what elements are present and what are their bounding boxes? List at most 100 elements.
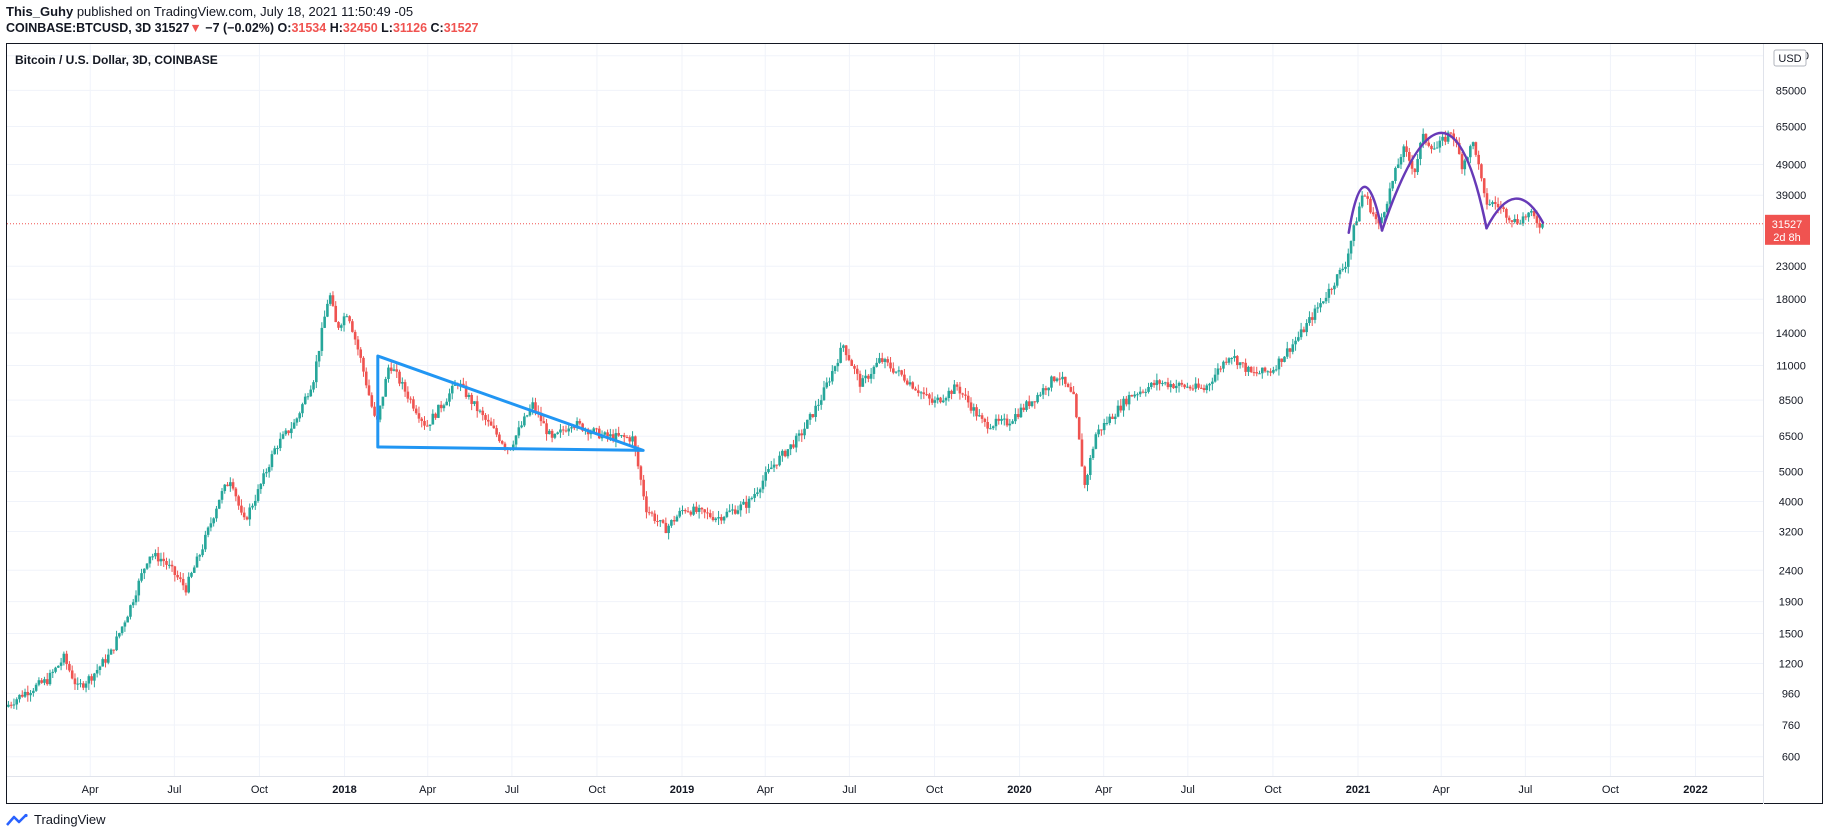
candle-body (1538, 223, 1541, 228)
candle (683, 508, 687, 514)
candle-body (894, 371, 898, 373)
candle-body (1241, 362, 1245, 364)
candle (1116, 400, 1120, 418)
candle (1113, 413, 1117, 425)
candle (747, 496, 751, 514)
candle-body (1066, 383, 1070, 388)
candle-body (1055, 378, 1059, 382)
currency-badge[interactable]: USD (1773, 49, 1807, 67)
candle-body (922, 392, 926, 395)
candle-body (1308, 317, 1311, 324)
candle (1335, 273, 1339, 288)
candle (328, 292, 332, 306)
high-label: H: (329, 21, 343, 35)
candle (731, 503, 734, 515)
candle (118, 632, 121, 639)
candle (287, 430, 290, 436)
candle-body (819, 400, 823, 405)
candle-body (406, 391, 410, 399)
price-chart[interactable]: 600 760 960 1200 1500 1900 2400 3200 4000 5000 650… (0, 0, 1828, 810)
candle-body (487, 419, 490, 422)
candle-body (1219, 368, 1222, 370)
price-tick-label: 1500 (1779, 628, 1803, 640)
price-tick-label: 18000 (1776, 294, 1807, 306)
candle (819, 394, 823, 410)
candle-body (1294, 340, 1297, 345)
close-label: C: (430, 21, 444, 35)
candle (625, 434, 629, 439)
candle (681, 505, 684, 515)
candle (714, 517, 718, 523)
footer-brand[interactable]: TradingView (34, 812, 106, 827)
candle-body (1172, 384, 1175, 389)
candle (301, 402, 304, 418)
candle (1002, 413, 1006, 426)
candle (495, 425, 498, 438)
candle (978, 409, 981, 417)
candle (306, 392, 310, 400)
candle-body (1122, 398, 1125, 411)
candle-body (179, 577, 182, 579)
candle (933, 396, 937, 408)
candle (828, 377, 831, 387)
candle (373, 401, 376, 418)
candle-body (567, 428, 571, 432)
candle (226, 482, 229, 487)
candle (700, 507, 704, 515)
candle (176, 570, 179, 580)
candle (159, 552, 163, 566)
candle (570, 425, 573, 433)
candle (101, 657, 105, 667)
candle (1102, 418, 1106, 435)
candle-body (403, 382, 407, 392)
candle-body (1471, 142, 1475, 147)
candle (878, 352, 881, 364)
candle-body (342, 316, 346, 326)
candle (339, 323, 343, 332)
candle-body (1430, 145, 1433, 150)
price-tick-label: 2400 (1779, 565, 1803, 577)
candle (109, 648, 113, 655)
candle (234, 487, 238, 502)
candle-body (154, 552, 157, 557)
candle (7, 700, 10, 708)
candle (548, 429, 551, 435)
candle (162, 552, 166, 567)
candle (184, 582, 188, 596)
candle (925, 387, 928, 397)
candle-body (1474, 142, 1478, 155)
candle-body (1205, 385, 1209, 391)
candle-body (808, 414, 812, 420)
candle-body (198, 555, 202, 557)
candle-body (448, 393, 451, 402)
change-down-icon: ▼ (189, 21, 202, 35)
candle (59, 657, 63, 671)
candle (761, 475, 765, 494)
candle (950, 389, 953, 400)
candle-body (425, 425, 429, 427)
candle (1310, 312, 1314, 326)
candle (1094, 432, 1098, 450)
candle (1224, 357, 1228, 366)
candle-body (464, 385, 468, 397)
time-axis[interactable]: Apr Jul Oct 2018 Apr Jul Oct 2019 Apr Jul Oct 2020 A… (82, 784, 1708, 796)
candle (317, 350, 321, 368)
candle (95, 664, 99, 678)
candle (76, 677, 80, 690)
price-tick-label: 23000 (1776, 261, 1807, 273)
author-name[interactable]: This_Guhy (6, 4, 74, 19)
candle-body (1280, 358, 1283, 362)
currency-label: USD (1778, 53, 1801, 65)
candle-body (928, 394, 931, 399)
candle (70, 665, 74, 680)
candle (614, 428, 618, 448)
candle (606, 429, 609, 442)
candle-body (639, 466, 643, 480)
candle (167, 558, 171, 569)
candle-body (489, 421, 493, 426)
candle-body (1152, 382, 1156, 386)
candle (908, 375, 912, 387)
candle (642, 475, 645, 500)
candle-body (1077, 417, 1081, 440)
candle (1047, 387, 1050, 397)
